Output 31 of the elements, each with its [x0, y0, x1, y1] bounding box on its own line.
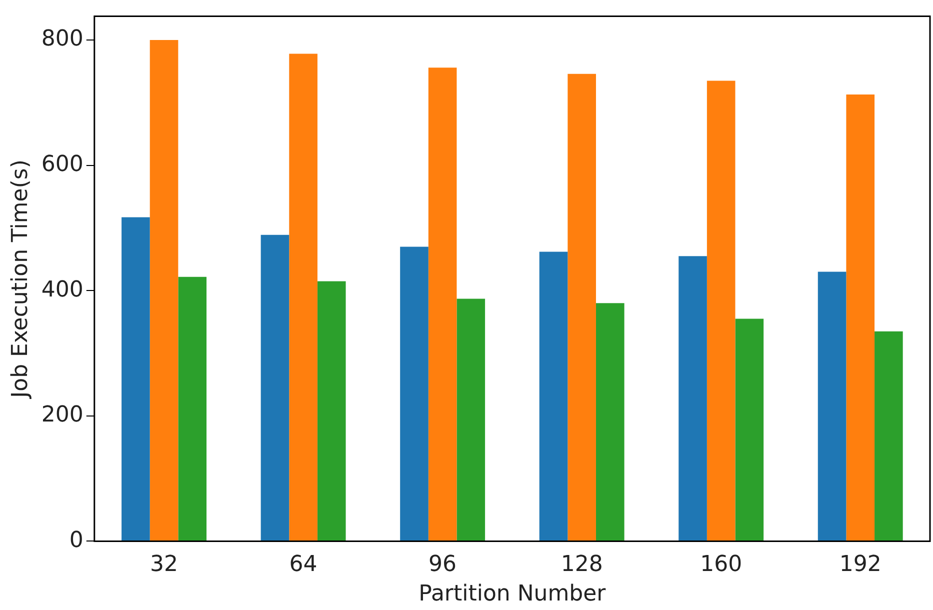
bar: [178, 276, 206, 541]
bar: [150, 40, 178, 541]
bar: [260, 234, 290, 541]
bar: [317, 281, 346, 541]
bar: [456, 298, 486, 541]
bar: [818, 272, 846, 541]
bar: [400, 246, 428, 541]
bar: [706, 80, 736, 541]
x-axis-title: Partition Number: [418, 582, 607, 607]
x-tick-label: 128: [560, 552, 603, 578]
bar: [874, 331, 903, 541]
x-tick-label: 160: [700, 552, 742, 578]
bar: [122, 217, 150, 541]
bar: [568, 74, 596, 541]
y-tick-label: 800: [41, 26, 84, 52]
x-tick-label: 192: [839, 552, 882, 578]
y-tick-label: 200: [41, 402, 84, 428]
bar: [735, 318, 764, 541]
y-axis-title: Job Execution Time(s): [8, 160, 33, 400]
bar: [289, 54, 318, 541]
bar: [428, 68, 457, 541]
x-tick-label: 96: [428, 552, 457, 578]
bar: [596, 303, 624, 541]
bar: [539, 252, 568, 541]
y-tick-label: 600: [41, 152, 84, 178]
x-tick-label: 32: [150, 552, 178, 578]
y-tick-label: 400: [41, 277, 84, 302]
bar: [846, 94, 875, 541]
bar: [678, 256, 707, 541]
y-tick-label: 0: [69, 528, 84, 553]
x-tick-label: 64: [289, 552, 318, 578]
